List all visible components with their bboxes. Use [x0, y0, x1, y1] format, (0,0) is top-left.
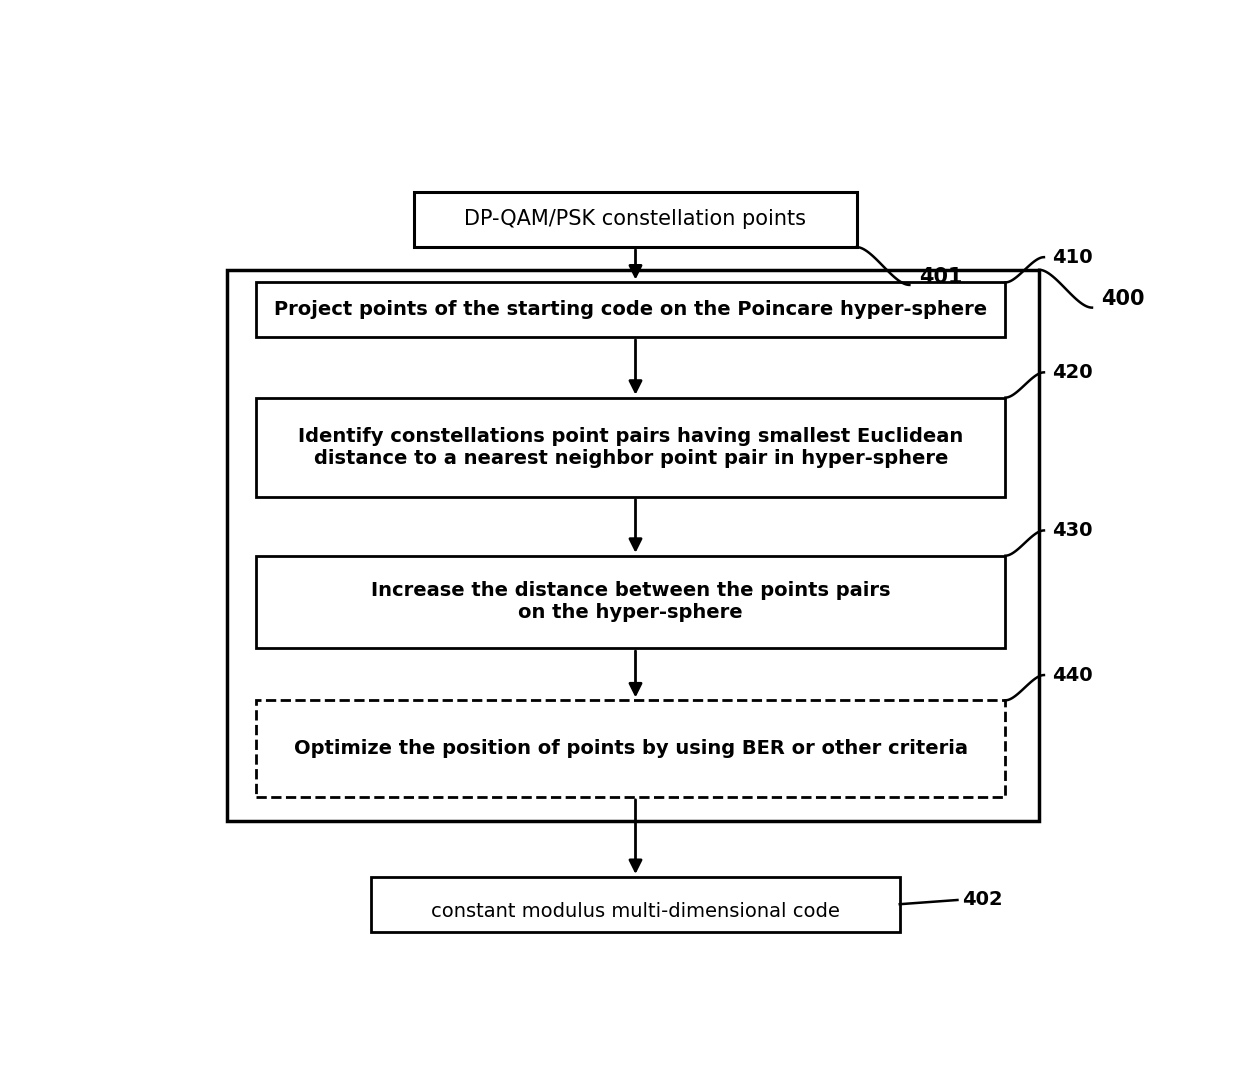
FancyBboxPatch shape: [371, 877, 900, 931]
Text: 440: 440: [1052, 665, 1092, 685]
Text: 410: 410: [1052, 248, 1092, 266]
Text: 420: 420: [1052, 363, 1092, 382]
FancyBboxPatch shape: [255, 283, 1006, 337]
FancyBboxPatch shape: [414, 192, 857, 247]
Text: 430: 430: [1052, 521, 1092, 539]
Text: Optimize the position of points by using BER or other criteria: Optimize the position of points by using…: [294, 739, 967, 758]
Text: 400: 400: [1101, 289, 1145, 309]
Text: constant modulus multi-dimensional code: constant modulus multi-dimensional code: [432, 902, 839, 921]
Text: 401: 401: [919, 266, 962, 286]
FancyBboxPatch shape: [227, 270, 1039, 820]
Text: DP-QAM/PSK constellation points: DP-QAM/PSK constellation points: [465, 210, 806, 229]
Text: Increase the distance between the points pairs
on the hyper-sphere: Increase the distance between the points…: [371, 581, 890, 622]
Text: Identify constellations point pairs having smallest Euclidean
distance to a near: Identify constellations point pairs havi…: [298, 427, 963, 467]
FancyBboxPatch shape: [255, 556, 1006, 649]
FancyBboxPatch shape: [255, 397, 1006, 497]
FancyBboxPatch shape: [255, 700, 1006, 797]
Text: 402: 402: [962, 890, 1003, 910]
Text: Project points of the starting code on the Poincare hyper-sphere: Project points of the starting code on t…: [274, 300, 987, 319]
